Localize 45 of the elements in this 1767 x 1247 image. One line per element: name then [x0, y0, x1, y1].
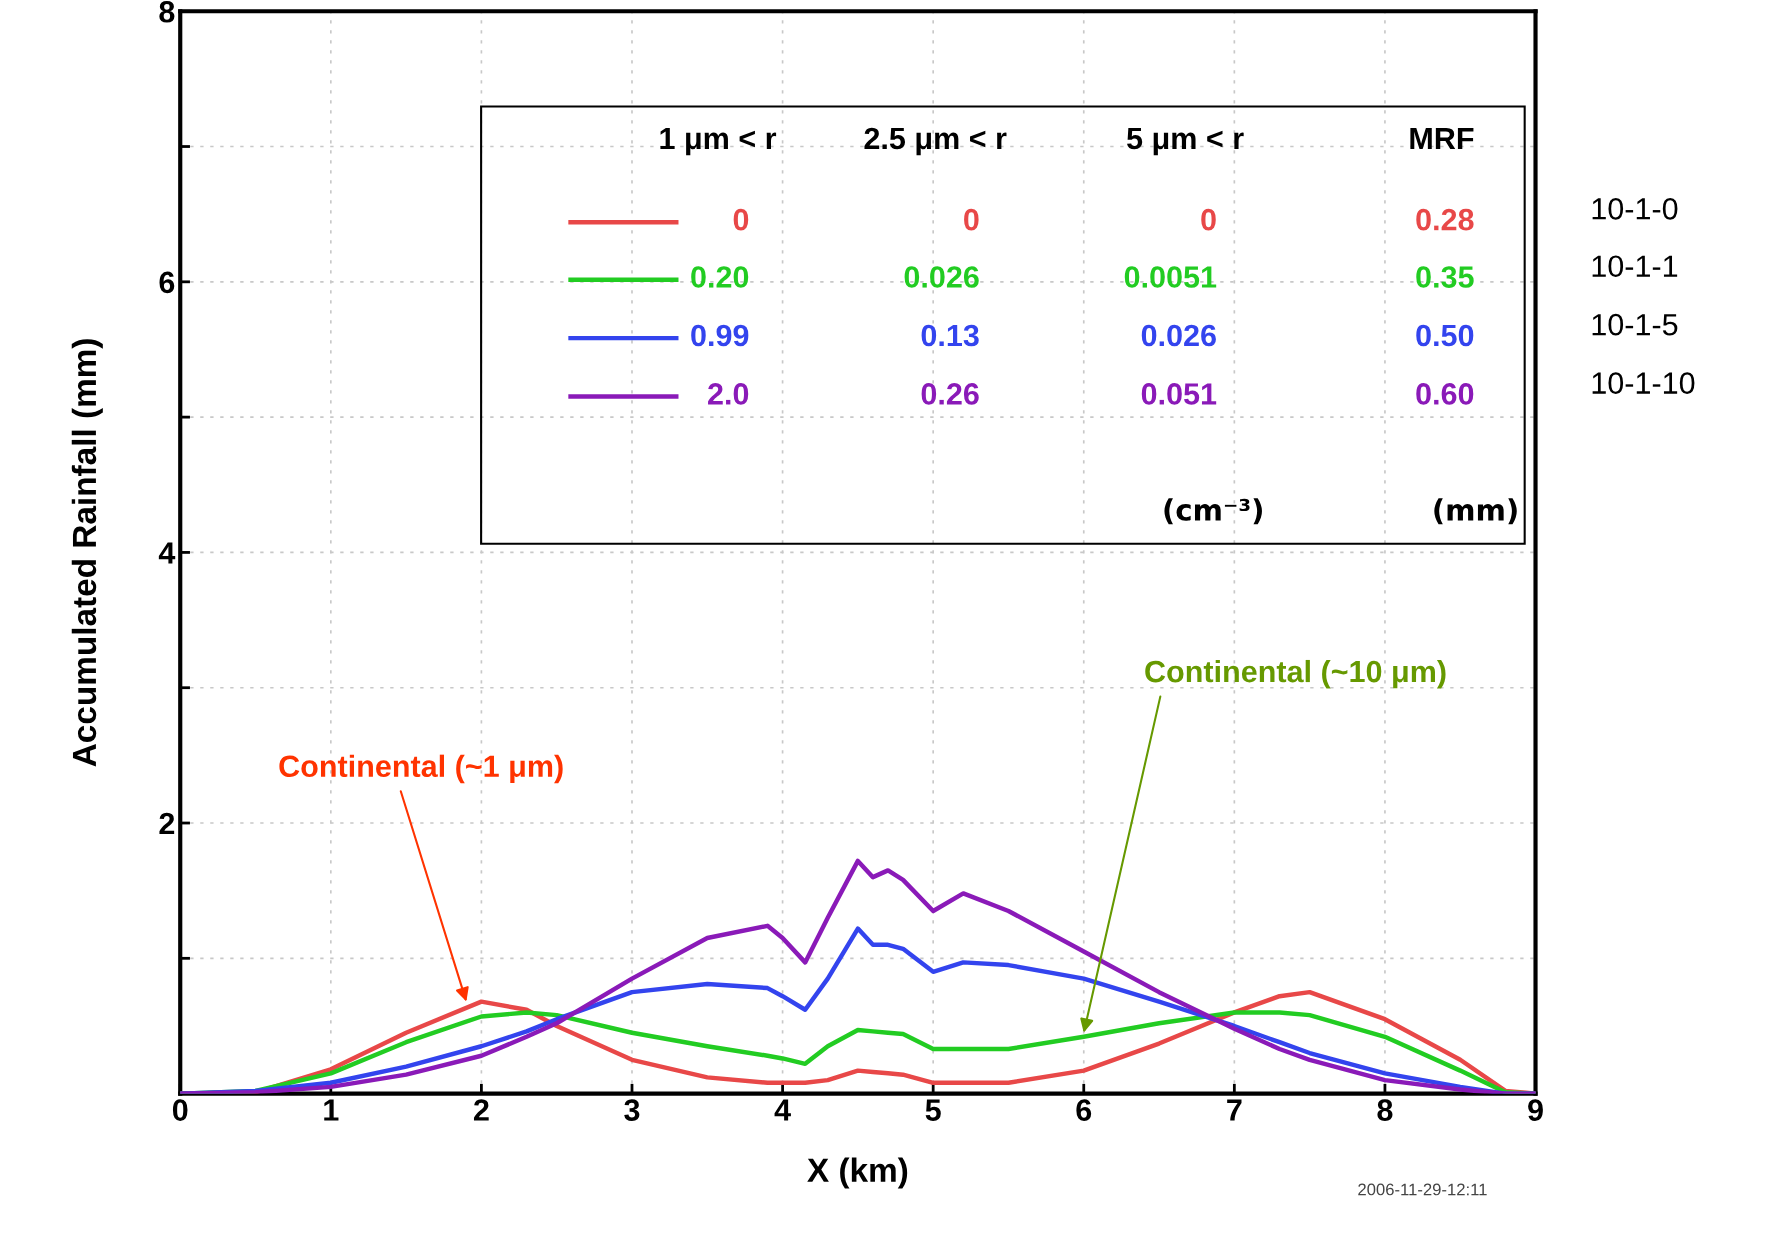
annotation: 2.5 μm < r — [864, 127, 1007, 156]
annotation: 0.35 — [1416, 266, 1474, 288]
x-tick-label: 5 — [925, 1099, 941, 1121]
annotation: 0.28 — [1416, 208, 1474, 231]
text: 10-1-5 — [1592, 313, 1678, 336]
y-tick-label: 8 — [159, 0, 175, 23]
annotation: 5 μm < r — [1127, 127, 1244, 156]
annotation: 0.13 — [921, 324, 979, 347]
text: 10-1-10 — [1592, 372, 1695, 394]
annotation: Continental (~1 μm) — [279, 754, 563, 784]
annotation: 0 — [964, 208, 979, 231]
x-tick-label: 6 — [1076, 1099, 1092, 1121]
x-tick-label: 1 — [324, 1099, 339, 1121]
x-tick-label: 7 — [1227, 1099, 1242, 1121]
annotation: 0 — [733, 208, 749, 231]
annotation: 0.0051 — [1124, 266, 1217, 288]
x-tick-label: 8 — [1377, 1099, 1393, 1121]
annotation: 0 — [1201, 208, 1216, 231]
annotation: Continental (~10 μm) — [1145, 659, 1446, 689]
x-tick-label: 0 — [172, 1099, 188, 1121]
annotation: 1 μm < r — [660, 127, 777, 156]
annotation: 0.051 — [1141, 383, 1217, 405]
annotation: 0.26 — [921, 383, 979, 405]
annotation: (mm) — [1434, 498, 1517, 525]
x-tick-label: 4 — [774, 1099, 791, 1121]
annotation: 0.99 — [691, 324, 749, 347]
annotation: 2.0 — [708, 383, 749, 405]
y-tick-label: 2 — [159, 812, 175, 835]
annotation: (cm⁻³) — [1164, 498, 1262, 525]
annotation: 0.20 — [691, 266, 749, 288]
y-axis-title: Accumulated Rainfall (mm) — [71, 339, 103, 767]
y-tick-label: 4 — [158, 542, 176, 564]
x-axis-title: X (km) — [807, 1157, 908, 1189]
annotation: 0.50 — [1416, 324, 1474, 347]
text: 2006-11-29-12:11 — [1358, 1183, 1487, 1196]
annotation: 0.60 — [1416, 383, 1474, 405]
x-tick-label: 9 — [1528, 1099, 1543, 1121]
annotation: 0.026 — [1141, 324, 1216, 347]
text: 10-1-1 — [1592, 255, 1678, 278]
x-tick-label: 3 — [624, 1099, 640, 1121]
annotation: MRF — [1410, 127, 1474, 150]
annotation: 0.026 — [904, 266, 979, 288]
text: 10-1-0 — [1592, 198, 1678, 220]
y-tick-label: 6 — [159, 271, 175, 294]
x-tick-label: 2 — [473, 1099, 489, 1121]
